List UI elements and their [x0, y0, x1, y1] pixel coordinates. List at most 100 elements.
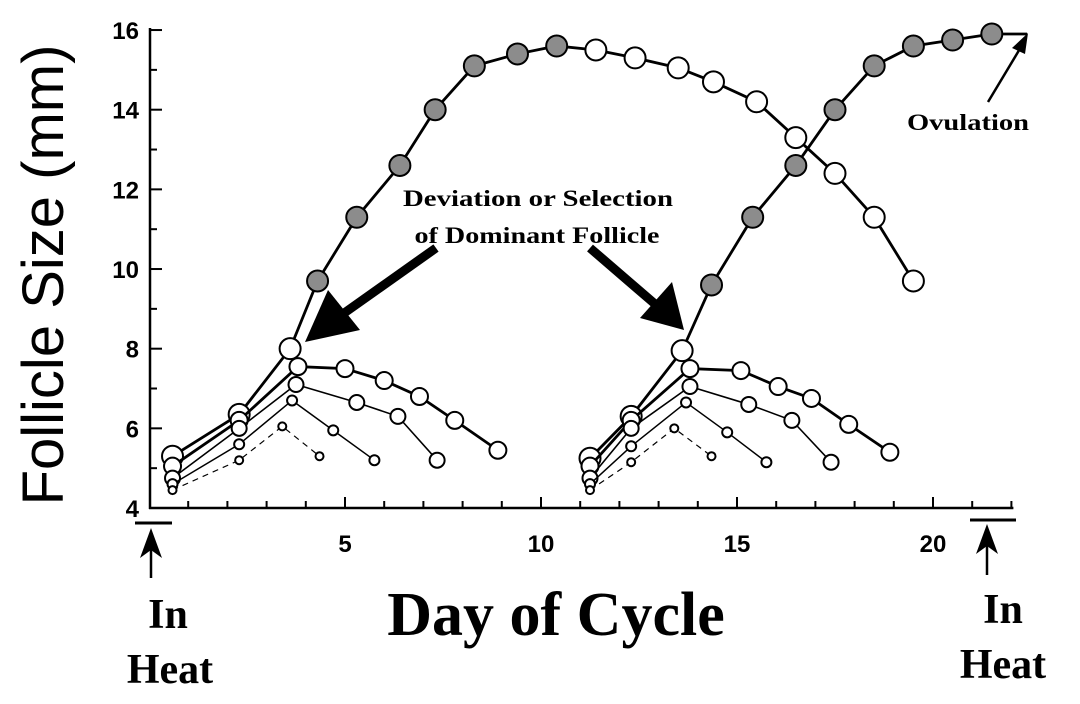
data-point	[368, 454, 381, 467]
data-point	[374, 371, 394, 391]
data-point	[700, 273, 724, 297]
data-point	[822, 453, 840, 471]
series-sub1-1	[163, 357, 508, 476]
annotation-selection-line1: Deviation or Selection	[403, 186, 673, 211]
in-heat-left-line1: In	[148, 592, 188, 638]
data-point	[625, 440, 638, 453]
in-heat-left-line2: Heat	[127, 647, 213, 693]
data-point	[681, 378, 699, 396]
series-line	[589, 385, 832, 479]
data-point	[335, 359, 355, 379]
y-tick-label: 14	[112, 98, 139, 125]
y-tick-label: 12	[112, 177, 139, 204]
x-tick-label: 15	[724, 531, 751, 558]
series-line	[589, 401, 767, 485]
axes	[148, 28, 1014, 510]
data-point	[428, 451, 446, 469]
data-point	[801, 388, 821, 408]
series-line	[589, 427, 712, 491]
series-sub2-7	[581, 378, 840, 487]
y-tick-label: 6	[126, 416, 139, 443]
data-point	[348, 393, 366, 411]
data-point	[389, 407, 407, 425]
data-point	[745, 90, 769, 114]
data-point	[670, 339, 694, 363]
in-heat-right-line1: In	[983, 587, 1023, 633]
data-point	[980, 22, 1004, 46]
data-point	[701, 70, 725, 94]
data-point	[278, 337, 302, 361]
data-point	[839, 414, 859, 434]
data-point	[760, 456, 773, 469]
data-point	[585, 485, 595, 496]
data-point	[277, 421, 288, 432]
data-point	[901, 269, 925, 293]
in-heat-right-marker	[970, 518, 1016, 575]
ovulation-arrow	[986, 33, 1028, 103]
data-point	[823, 161, 847, 185]
data-point	[862, 54, 886, 78]
data-point	[862, 205, 886, 229]
data-point	[669, 423, 680, 434]
series-sub3-3	[166, 394, 381, 491]
data-point	[721, 426, 734, 439]
x-tick-label: 10	[528, 531, 555, 558]
data-point	[622, 419, 640, 437]
y-axis-label: Follicle Size (mm)	[11, 45, 76, 506]
data-point	[345, 205, 369, 229]
data-point	[823, 98, 847, 122]
x-axis-label: Day of Cycle	[387, 581, 724, 649]
selection-arrow-left	[305, 244, 439, 342]
in-heat-left-marker	[135, 521, 172, 578]
series-sub2-2	[164, 376, 446, 487]
data-point	[287, 376, 305, 394]
series-line	[172, 399, 375, 485]
data-point	[234, 455, 245, 466]
series-dominant-0	[161, 34, 925, 468]
data-point	[680, 396, 693, 409]
data-point	[306, 269, 330, 293]
data-point	[488, 440, 508, 460]
series-sub4-9	[585, 423, 717, 496]
series-group	[161, 22, 1028, 496]
data-point	[545, 34, 569, 58]
series-sub4-4	[167, 421, 325, 496]
x-tick-label: 5	[338, 531, 351, 558]
data-point	[462, 54, 486, 78]
data-point	[388, 153, 412, 177]
data-point	[741, 205, 765, 229]
data-point	[288, 357, 308, 377]
data-point	[784, 126, 808, 150]
data-point	[680, 359, 700, 379]
annotation-selection-line2: of Dominant Follicle	[415, 223, 660, 248]
data-point	[409, 386, 429, 406]
data-point	[740, 395, 758, 413]
data-point	[706, 451, 717, 462]
data-point	[445, 410, 465, 430]
data-point	[880, 442, 900, 462]
x-tick-label: 20	[920, 531, 947, 558]
series-line	[172, 425, 320, 491]
data-point	[626, 457, 637, 468]
series-line	[172, 383, 438, 479]
tick-labels: 5 10 15 20 4 6 8 10 12 14 16	[112, 18, 946, 558]
annotation-ovulation: Ovulation	[907, 110, 1029, 135]
data-point	[941, 28, 965, 52]
data-point	[167, 485, 178, 496]
data-point	[783, 411, 801, 429]
data-point	[230, 419, 248, 437]
data-point	[233, 438, 246, 451]
series-sub1-6	[580, 359, 900, 476]
data-point	[768, 377, 788, 397]
in-heat-right-line2: Heat	[960, 642, 1046, 688]
data-point	[784, 153, 808, 177]
data-point	[327, 424, 340, 437]
y-tick-label: 10	[112, 257, 139, 284]
data-point	[423, 98, 447, 122]
selection-arrow-right	[587, 244, 684, 330]
data-point	[731, 361, 751, 381]
data-point	[286, 394, 299, 407]
y-tick-label: 8	[126, 337, 139, 364]
y-tick-label: 16	[112, 18, 139, 45]
